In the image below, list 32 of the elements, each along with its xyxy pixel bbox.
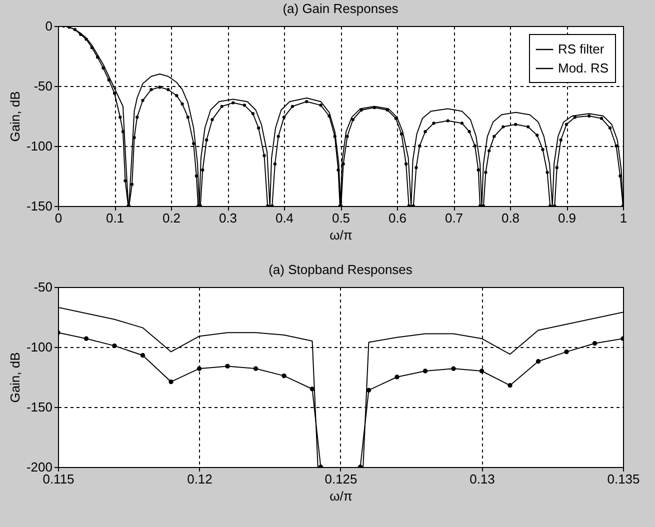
y-tick-label: -100 (26, 340, 52, 354)
x-tick-label: 0.3 (218, 210, 238, 226)
y-tick-label: -100 (26, 138, 52, 154)
x-tick-label: 0.7 (444, 210, 464, 226)
x-tick-label: 1 (620, 210, 628, 226)
x-axis-title: ω/π (330, 228, 352, 242)
x-tick-label: 0.1 (106, 210, 124, 226)
y-tick-label: -150 (26, 400, 52, 414)
chart-title: (a) Stopband Responses (268, 262, 413, 277)
y-tick-label: -50 (34, 78, 52, 94)
y-tick-label: -50 (34, 280, 52, 294)
y-axis-title: Gain, dB (7, 91, 22, 142)
x-tick-label: 0.6 (388, 210, 407, 226)
x-tick-label: 0.8 (501, 210, 520, 226)
x-tick-label: 0.4 (275, 210, 294, 226)
x-tick-label: 0 (54, 210, 62, 226)
x-tick-label: 0.5 (332, 210, 350, 226)
x-tick-label: 0.2 (162, 210, 181, 226)
x-tick-label: 0.135 (607, 472, 640, 486)
x-tick-label: 0.13 (470, 472, 495, 486)
y-axis-title: Gain, dB (7, 352, 22, 403)
y-tick-label: 0 (45, 18, 52, 34)
x-tick-label: 0.115 (42, 472, 74, 486)
chart-title: (a) Gain Responses (282, 1, 399, 16)
x-tick-label: 0.125 (324, 472, 358, 486)
y-tick-label: -150 (26, 198, 52, 214)
legend-label: RS filter (558, 42, 605, 56)
x-tick-label: 0.12 (187, 472, 212, 486)
y-tick-label: -200 (26, 460, 52, 474)
x-axis-title: ω/π (330, 488, 352, 504)
x-tick-label: 0.9 (558, 210, 576, 226)
legend-label: Mod. RS (558, 60, 609, 76)
